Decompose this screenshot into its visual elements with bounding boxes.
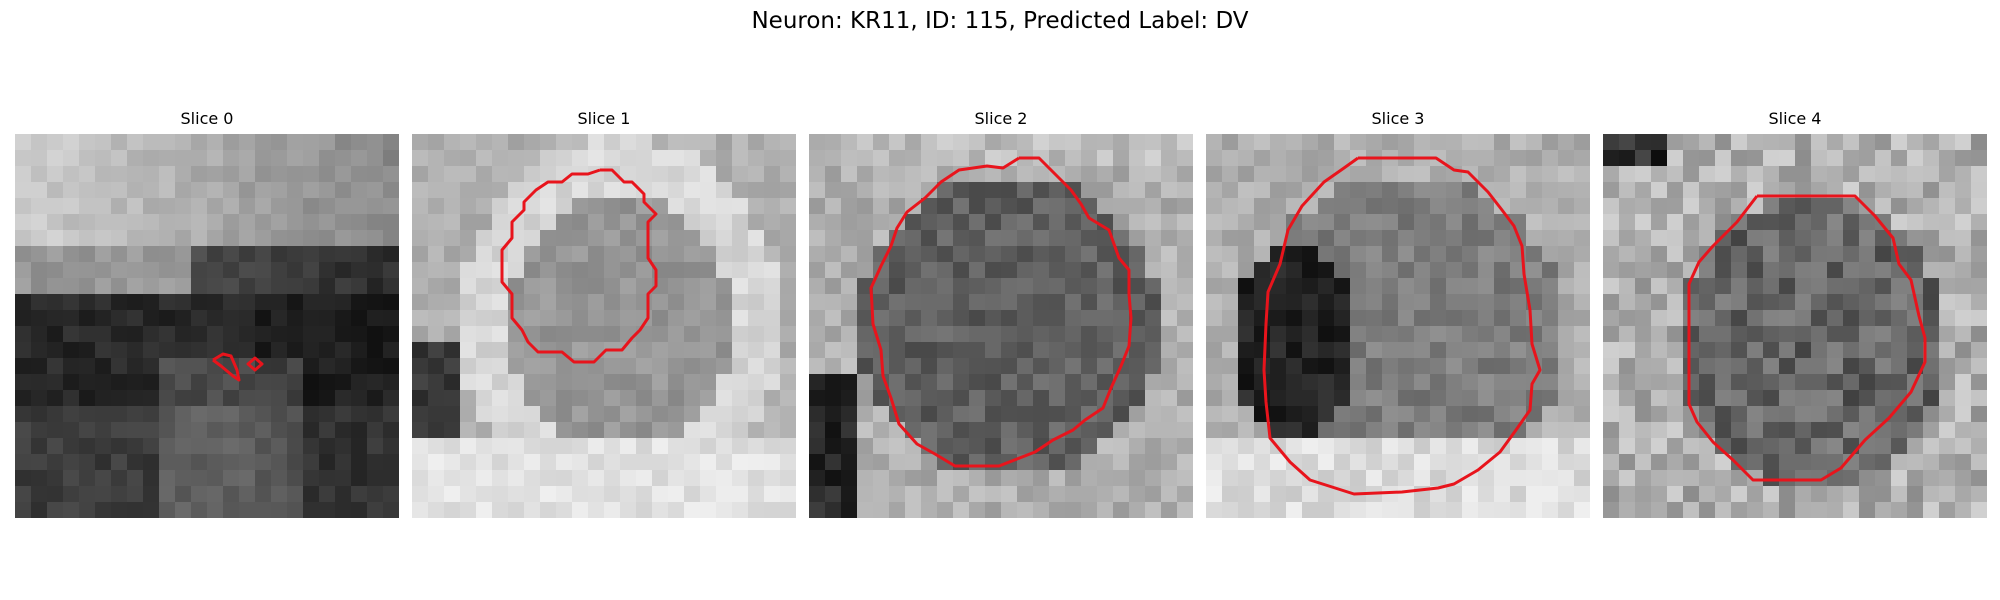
slice-image	[1603, 134, 1987, 518]
panel-slice-2: Slice 2	[809, 108, 1193, 518]
roi-outline	[500, 168, 658, 364]
panel-slice-0: Slice 0	[15, 108, 399, 518]
panel-title: Slice 3	[1371, 109, 1425, 128]
slice-image	[1206, 134, 1590, 518]
roi-outline	[869, 156, 1133, 468]
slice-image	[809, 134, 1193, 518]
panel-slice-3: Slice 3	[1206, 108, 1590, 518]
panel-title: Slice 4	[1768, 109, 1822, 128]
roi-outline	[1262, 156, 1542, 496]
panel-title: Slice 1	[577, 109, 631, 128]
figure-title: Neuron: KR11, ID: 115, Predicted Label: …	[751, 8, 1249, 34]
slice-image	[412, 134, 796, 518]
roi-outline	[1687, 194, 1927, 482]
panel-title: Slice 2	[974, 109, 1028, 128]
pixel-grid	[1603, 134, 1987, 518]
panel-slice-1: Slice 1	[412, 108, 796, 518]
slice-image	[15, 134, 399, 518]
panel-slice-4: Slice 4	[1603, 108, 1987, 518]
panel-title: Slice 0	[180, 109, 234, 128]
roi-outline	[212, 352, 264, 382]
pixel-grid	[15, 134, 399, 518]
